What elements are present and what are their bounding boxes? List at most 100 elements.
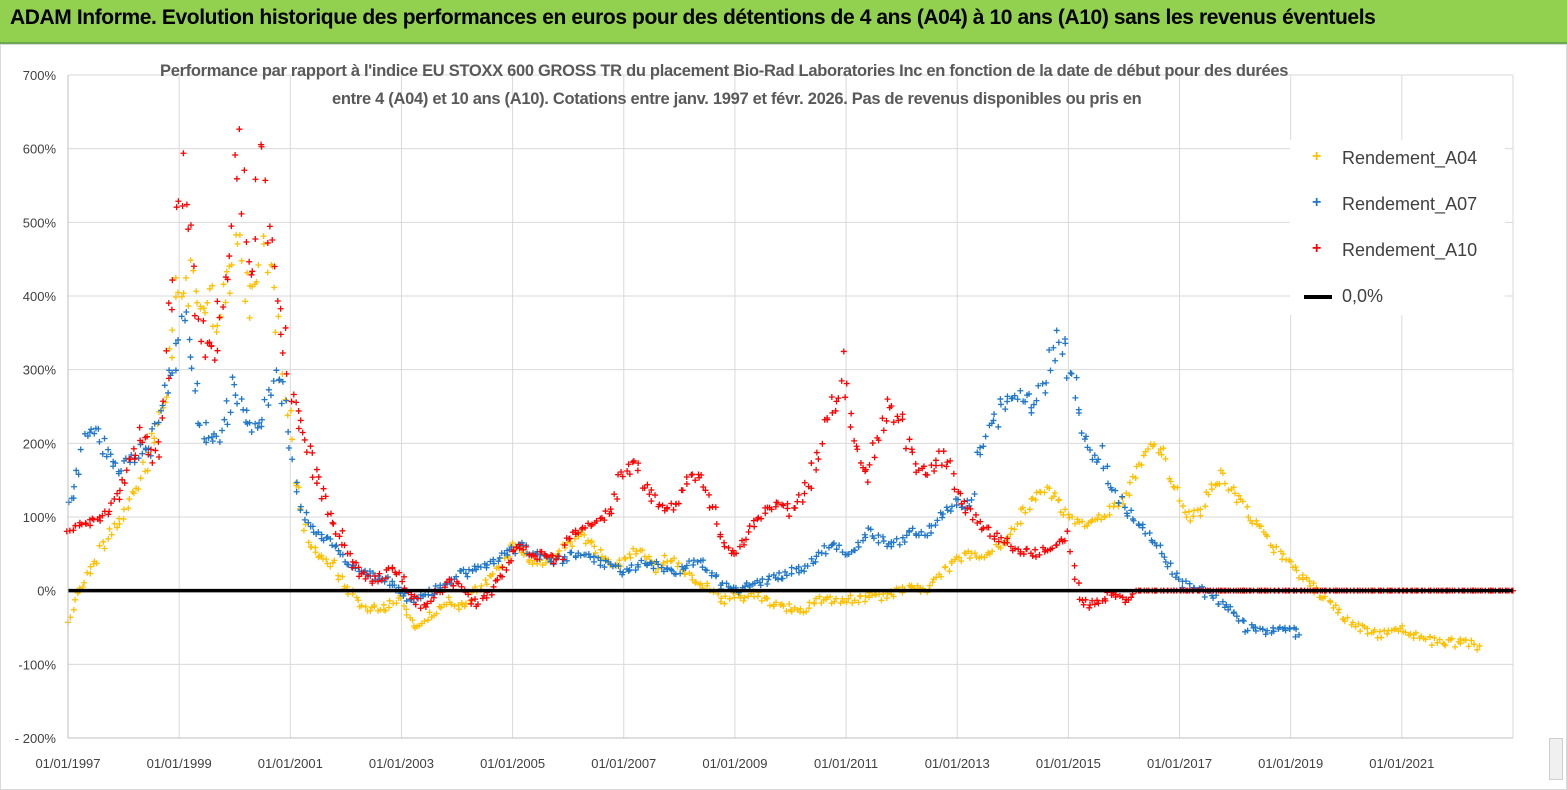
data-point	[1151, 441, 1158, 448]
data-point	[308, 543, 315, 550]
data-point	[220, 303, 227, 310]
data-point	[1349, 619, 1356, 626]
data-point	[205, 434, 212, 441]
data-point	[279, 378, 286, 385]
data-point	[474, 601, 481, 608]
data-point	[731, 594, 738, 601]
scrollbar[interactable]	[1549, 738, 1563, 780]
data-point	[1068, 370, 1075, 377]
data-point	[121, 480, 128, 487]
data-point	[830, 540, 837, 547]
data-point	[137, 475, 144, 482]
data-point	[353, 559, 360, 566]
data-point	[686, 558, 693, 565]
data-point	[301, 516, 308, 523]
data-point	[788, 564, 795, 571]
data-point	[824, 594, 831, 601]
data-point	[425, 617, 432, 624]
data-point	[191, 312, 198, 319]
data-point	[1280, 550, 1287, 557]
data-point	[855, 599, 862, 606]
data-point	[1293, 626, 1300, 633]
data-point	[234, 240, 241, 247]
data-point	[755, 514, 762, 521]
data-point	[252, 176, 259, 183]
data-point	[1296, 631, 1303, 638]
data-point	[1094, 597, 1101, 604]
data-point	[220, 281, 227, 288]
data-point	[818, 550, 825, 557]
data-point	[774, 499, 781, 506]
data-point	[202, 309, 209, 316]
data-point	[443, 601, 450, 608]
data-point	[399, 578, 406, 585]
data-point	[875, 539, 882, 546]
data-point	[601, 564, 608, 571]
data-point	[1190, 513, 1197, 520]
data-point	[780, 602, 787, 609]
data-point	[312, 549, 319, 556]
data-point	[733, 550, 740, 557]
data-point	[303, 509, 310, 516]
data-point	[333, 542, 340, 549]
data-point	[929, 579, 936, 586]
data-point	[149, 425, 156, 432]
x-tick-label: 01/01/2015	[1036, 756, 1101, 771]
data-point	[703, 567, 710, 574]
legend-label-a10: Rendement_A10	[1342, 240, 1478, 260]
data-point	[948, 560, 955, 567]
data-point	[382, 575, 389, 582]
data-point	[924, 471, 931, 478]
data-point	[362, 603, 369, 610]
data-point	[114, 490, 121, 497]
data-point	[915, 467, 922, 474]
data-point	[1032, 546, 1039, 553]
data-point	[639, 547, 646, 554]
data-point	[165, 300, 172, 307]
data-point	[1084, 522, 1091, 529]
data-point	[646, 491, 653, 498]
data-point	[837, 600, 844, 607]
x-tick-label: 01/01/2013	[925, 756, 990, 771]
data-point	[591, 558, 598, 565]
data-point	[106, 508, 113, 515]
data-point	[151, 420, 158, 427]
data-point	[832, 407, 839, 414]
data-point	[391, 582, 398, 589]
data-point	[453, 573, 460, 580]
data-point	[617, 568, 624, 575]
data-point	[214, 298, 221, 305]
data-point	[652, 569, 659, 576]
data-point	[197, 303, 204, 310]
data-point	[819, 440, 826, 447]
data-point	[1095, 600, 1102, 607]
data-point	[1231, 490, 1238, 497]
data-point	[958, 558, 965, 565]
legend-label-a04: Rendement_A04	[1342, 148, 1478, 168]
data-point	[84, 433, 91, 440]
data-point	[1170, 483, 1177, 490]
data-point	[847, 592, 854, 599]
data-point	[84, 569, 91, 576]
data-point	[652, 492, 659, 499]
data-point	[1095, 456, 1102, 463]
data-point	[1089, 456, 1096, 463]
title-banner: ADAM Informe. Evolution historique des p…	[0, 0, 1567, 44]
data-point	[261, 396, 268, 403]
data-point	[813, 466, 820, 473]
data-point	[848, 410, 855, 417]
data-point	[901, 539, 908, 546]
data-point	[349, 558, 356, 565]
data-point	[469, 567, 476, 574]
data-point	[147, 446, 154, 453]
data-point	[588, 538, 595, 545]
data-point	[185, 226, 192, 233]
data-point	[510, 547, 517, 554]
data-point	[679, 487, 686, 494]
data-point	[380, 601, 387, 608]
data-point	[180, 290, 187, 297]
data-point	[648, 560, 655, 567]
data-point	[1239, 617, 1246, 624]
data-point	[120, 506, 127, 513]
data-point	[339, 573, 346, 580]
